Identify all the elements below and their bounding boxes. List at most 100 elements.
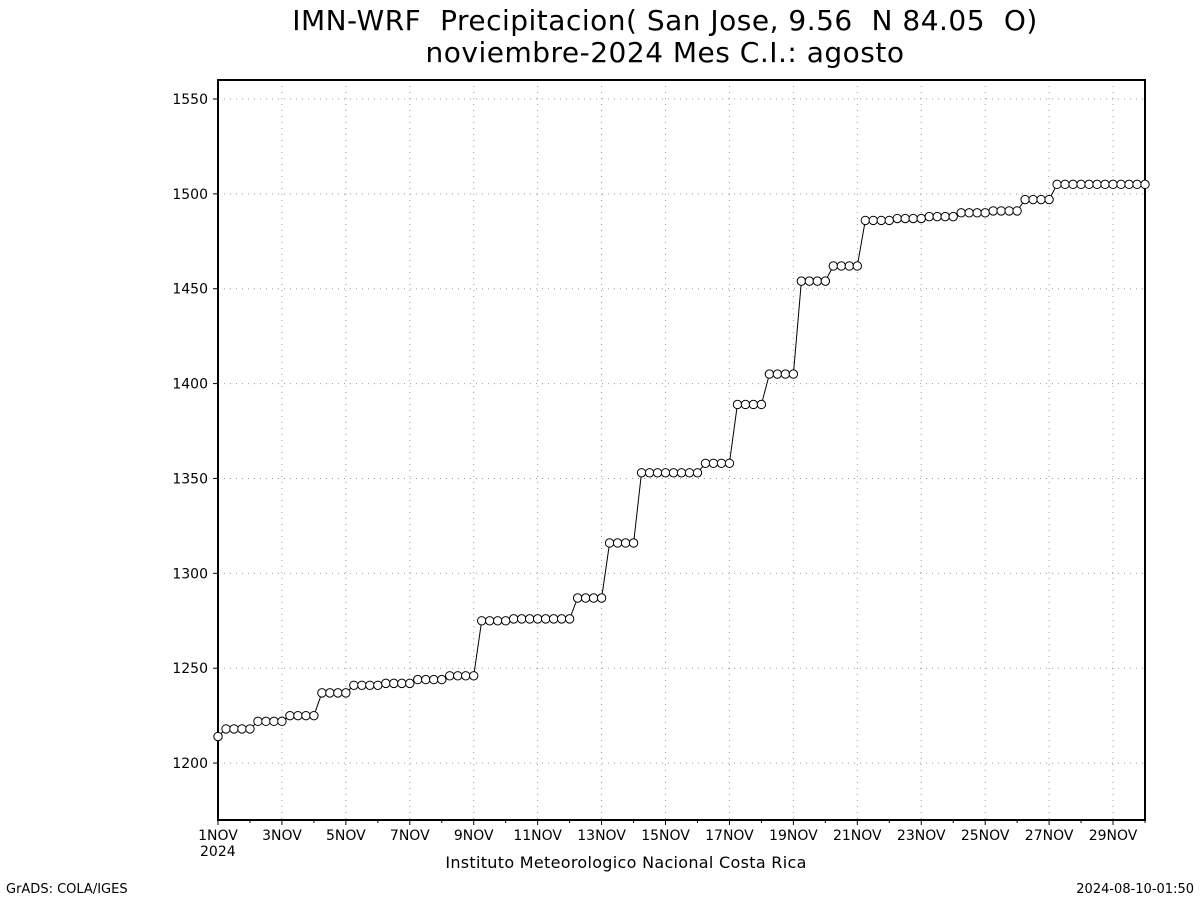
data-point xyxy=(732,399,743,410)
x-tick-label: 3NOV xyxy=(262,828,302,844)
data-point xyxy=(277,716,287,727)
data-point xyxy=(253,716,263,727)
x-tick-label: 17NOV xyxy=(705,828,754,844)
data-point xyxy=(668,468,679,478)
data-point xyxy=(796,276,807,286)
y-axis: 1200 1250 1300 1350 1400 1450 1500 1550 xyxy=(172,92,218,772)
data-point xyxy=(469,671,479,681)
data-point xyxy=(1004,206,1014,216)
data-point xyxy=(572,593,583,603)
data-point xyxy=(1068,179,1078,190)
series-layer xyxy=(213,179,1150,742)
data-point xyxy=(564,614,575,624)
data-point xyxy=(365,680,375,690)
data-point xyxy=(804,276,815,286)
data-point xyxy=(620,538,631,548)
data-point xyxy=(413,674,423,685)
x-tick-label: 27NOV xyxy=(1025,828,1074,844)
data-point xyxy=(828,261,839,271)
data-point xyxy=(325,688,335,698)
data-point xyxy=(421,674,431,685)
data-point xyxy=(453,671,463,681)
data-point xyxy=(309,710,319,721)
data-point xyxy=(317,688,327,698)
x-tick-label: 25NOV xyxy=(961,828,1010,844)
y-tick-label: 1250 xyxy=(172,661,208,677)
data-point xyxy=(940,211,950,222)
data-point xyxy=(580,593,591,603)
data-point xyxy=(772,369,783,379)
data-point xyxy=(700,458,711,468)
data-point xyxy=(604,538,615,548)
data-point xyxy=(445,671,455,681)
data-point xyxy=(660,468,671,478)
x-tick-label: 13NOV xyxy=(577,828,626,844)
data-point xyxy=(285,710,295,721)
data-point xyxy=(996,206,1006,216)
data-point xyxy=(612,538,623,548)
data-point xyxy=(780,369,791,379)
data-point xyxy=(748,399,759,410)
x-tick-label: 21NOV xyxy=(833,828,882,844)
data-point xyxy=(844,261,855,271)
data-point xyxy=(860,215,871,226)
data-point xyxy=(1076,179,1086,190)
data-point xyxy=(876,215,886,226)
data-point xyxy=(516,614,527,624)
data-point xyxy=(1100,179,1110,190)
data-point xyxy=(652,468,663,478)
data-point xyxy=(820,276,831,286)
data-point xyxy=(596,593,607,603)
data-point xyxy=(229,724,239,734)
plot-border xyxy=(217,79,1146,821)
plot-frame xyxy=(217,79,1146,821)
data-point xyxy=(1092,179,1102,190)
data-point xyxy=(477,616,487,626)
x-tick-label: 15NOV xyxy=(641,828,690,844)
data-point xyxy=(500,616,511,626)
data-point xyxy=(724,458,735,468)
data-point xyxy=(237,724,247,734)
data-point xyxy=(548,614,559,624)
data-point xyxy=(556,614,567,624)
y-tick-label: 1450 xyxy=(172,282,208,298)
data-point xyxy=(948,211,958,222)
data-point xyxy=(1028,194,1038,205)
data-point xyxy=(301,710,311,721)
chart-title: IMN-WRF Precipitacion( San Jose, 9.56 N … xyxy=(292,4,1038,37)
data-point xyxy=(980,208,990,218)
data-point xyxy=(908,213,918,224)
data-point xyxy=(437,674,447,685)
data-point xyxy=(916,213,926,224)
data-point xyxy=(836,261,847,271)
x-tick-label: 1NOV xyxy=(198,828,238,844)
data-point xyxy=(692,468,703,478)
software-credit: GrADS: COLA/IGES xyxy=(6,882,128,897)
data-point xyxy=(461,671,471,681)
chart-subtitle: noviembre-2024 Mes C.I.: agosto xyxy=(425,36,905,69)
y-tick-label: 1350 xyxy=(172,471,208,487)
data-point xyxy=(900,213,910,224)
data-point xyxy=(588,593,599,603)
data-point xyxy=(972,208,982,218)
data-point xyxy=(924,211,934,222)
x-tick-label: 23NOV xyxy=(897,828,946,844)
data-point xyxy=(405,678,415,689)
data-point xyxy=(1044,194,1054,205)
data-point xyxy=(716,458,727,468)
data-point xyxy=(213,731,223,742)
data-point xyxy=(1012,206,1022,216)
data-point xyxy=(1124,179,1134,190)
x-tick-label: 29NOV xyxy=(1089,828,1138,844)
data-point xyxy=(341,688,351,698)
data-point xyxy=(644,468,655,478)
data-point xyxy=(852,261,863,271)
data-point xyxy=(708,458,719,468)
x-tick-label: 19NOV xyxy=(769,828,818,844)
data-point xyxy=(868,215,878,226)
data-point xyxy=(429,674,439,685)
data-point xyxy=(333,688,343,698)
data-point xyxy=(293,710,303,721)
data-point xyxy=(389,678,399,689)
x-tick-label: 11NOV xyxy=(513,828,562,844)
